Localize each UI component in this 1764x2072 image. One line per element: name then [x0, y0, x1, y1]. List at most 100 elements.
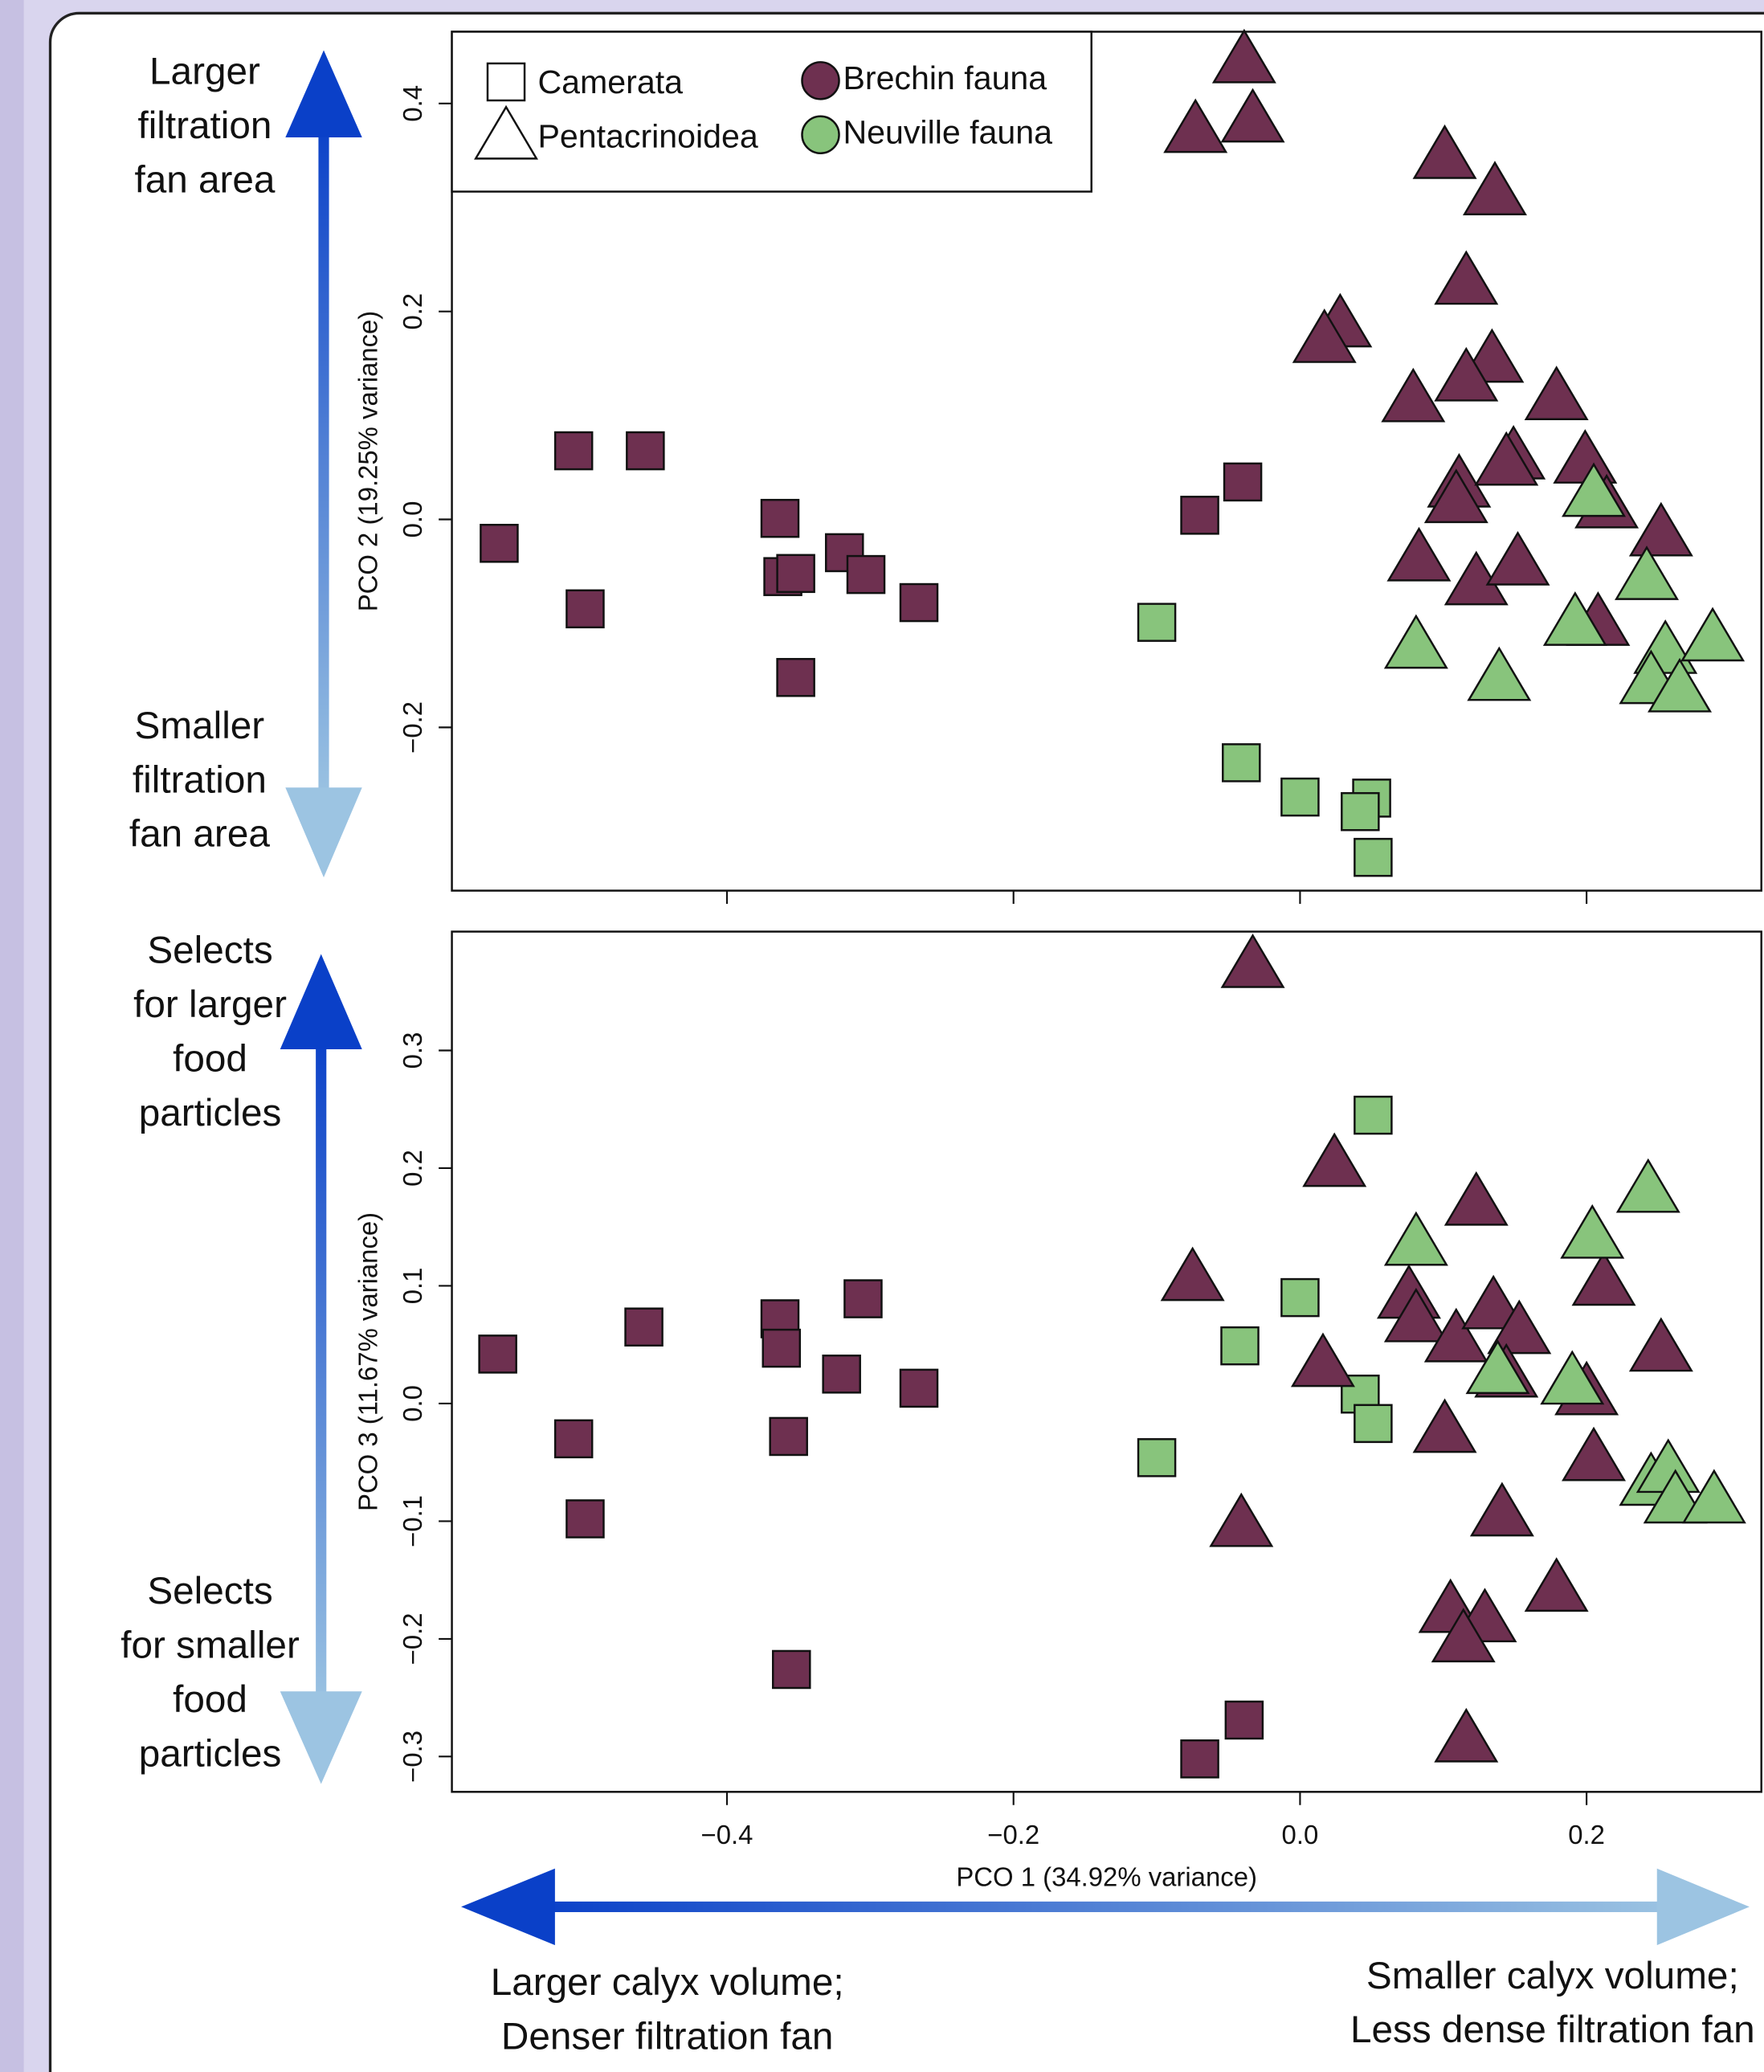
point-triangle	[1160, 1246, 1225, 1302]
point-square	[1224, 1700, 1264, 1740]
point-square	[1137, 1438, 1177, 1477]
legend-label: Camerata	[537, 63, 683, 100]
arrow-label: food	[173, 1037, 247, 1080]
point-triangle	[1615, 1158, 1680, 1213]
legend-label: Brechin fauna	[843, 59, 1047, 96]
arrow-label: for smaller	[120, 1624, 300, 1667]
point-triangle	[1681, 1469, 1746, 1524]
y-tick-label: 0.2	[398, 293, 427, 330]
point-triangle	[1462, 161, 1527, 215]
point-square	[776, 554, 815, 594]
point-square	[1280, 1277, 1320, 1318]
y-axis-label: PCO 3 (11.67% variance)	[353, 1212, 382, 1511]
point-square	[624, 1307, 664, 1347]
point-square	[1354, 1404, 1393, 1444]
arrow-label: Selects	[147, 929, 272, 971]
legend-box	[451, 31, 1092, 193]
arrow-label: food	[173, 1678, 247, 1721]
point-triangle	[1487, 1299, 1552, 1355]
arrow-label: particles	[139, 1092, 282, 1134]
point-triangle	[1381, 367, 1446, 423]
x-tick-label: −0.4	[701, 1820, 753, 1849]
point-square	[626, 431, 665, 471]
point-triangle	[1485, 530, 1550, 586]
point-triangle	[1292, 308, 1357, 363]
arrow-label: Larger	[149, 51, 260, 93]
y-tick-label: 0.4	[398, 85, 427, 122]
legend-marker	[801, 61, 840, 100]
legend-label: Neuville fauna	[843, 114, 1052, 151]
point-triangle	[1412, 1398, 1477, 1453]
point-square	[1180, 1739, 1219, 1779]
x-axis-label: PCO 1 (34.92% variance)	[956, 1862, 1257, 1892]
point-triangle	[1434, 346, 1499, 402]
y-tick-label: −0.3	[398, 1731, 427, 1783]
y-tick-label: −0.2	[398, 1612, 427, 1665]
point-square	[1223, 462, 1263, 502]
point-triangle	[1431, 1608, 1496, 1663]
point-square	[899, 582, 939, 623]
y-tick-label: 0.2	[398, 1150, 427, 1187]
arrow-calyx	[461, 1868, 1750, 1946]
arrow-label: Denser filtration fan	[501, 2015, 834, 2058]
point-square	[822, 1355, 861, 1394]
panel-frame	[48, 11, 1764, 2072]
arrow-label: Selects	[147, 1570, 272, 1612]
point-square	[553, 1419, 594, 1459]
point-triangle	[1220, 933, 1285, 988]
y-tick-label: 0.3	[398, 1032, 427, 1069]
y-tick-label: −0.2	[398, 701, 427, 754]
point-triangle	[1211, 28, 1276, 84]
point-triangle	[1562, 462, 1627, 517]
point-square	[553, 431, 594, 471]
arrow-label: Larger calyx volume;	[491, 1961, 844, 2004]
plot-0: 0.4 0.2 0.0 −0.2 PCO 2 (19.25% variance) Came…	[353, 28, 1762, 905]
point-triangle	[1648, 657, 1713, 713]
point-triangle	[1680, 607, 1746, 662]
point-triangle	[1423, 1307, 1488, 1363]
arrow-label: filtration	[133, 758, 267, 801]
point-square	[1220, 1326, 1260, 1366]
y-tick-label: −0.1	[398, 1495, 427, 1547]
arrow-label: particles	[139, 1732, 282, 1775]
plot-1: 0.3 0.2 0.1 0.0 −0.1 −0.2 −0.3 −0.4 −0.2 0.0 0.2 PC…	[353, 930, 1762, 1892]
y-axis-label: PCO 2 (19.25% variance)	[353, 311, 382, 612]
point-square	[1180, 496, 1219, 535]
legend: Camerata Pentacrinoidea Brechin fauna Neuvi…	[451, 31, 1092, 193]
point-square	[1222, 743, 1261, 783]
arrow-label: for larger	[133, 983, 287, 1026]
point-square	[762, 1328, 802, 1368]
point-triangle	[1467, 646, 1532, 701]
point-triangle	[1383, 1211, 1448, 1266]
point-triangle	[1540, 1350, 1605, 1405]
point-square	[899, 1368, 939, 1408]
point-triangle	[1412, 124, 1477, 179]
point-triangle	[1461, 1274, 1526, 1330]
arrow-label: fan area	[129, 813, 270, 856]
point-triangle	[1628, 1317, 1693, 1372]
point-triangle	[1465, 1339, 1530, 1395]
point-triangle	[1628, 501, 1693, 557]
side-strip	[0, 0, 24, 2072]
plot-border	[451, 930, 1762, 1793]
point-triangle	[1383, 614, 1448, 669]
point-triangle	[1469, 1481, 1534, 1537]
point-triangle	[1220, 88, 1285, 143]
point-triangle	[1434, 1707, 1499, 1763]
point-triangle	[1163, 98, 1228, 153]
arrow-label: filtration	[137, 104, 272, 147]
arrow-label: fan area	[134, 159, 275, 202]
point-square	[1354, 1095, 1393, 1135]
x-tick-label: −0.2	[987, 1820, 1039, 1849]
legend-marker	[801, 115, 840, 155]
x-tick-label: 0.0	[1282, 1820, 1319, 1849]
x-tick-label: 0.2	[1568, 1820, 1605, 1849]
point-triangle	[1524, 1557, 1589, 1612]
point-triangle	[1571, 1251, 1636, 1306]
point-triangle	[1474, 431, 1539, 486]
point-triangle	[1443, 1171, 1509, 1226]
y-tick-label: 0.0	[398, 501, 427, 538]
y-tick-label: 0.1	[398, 1268, 427, 1305]
